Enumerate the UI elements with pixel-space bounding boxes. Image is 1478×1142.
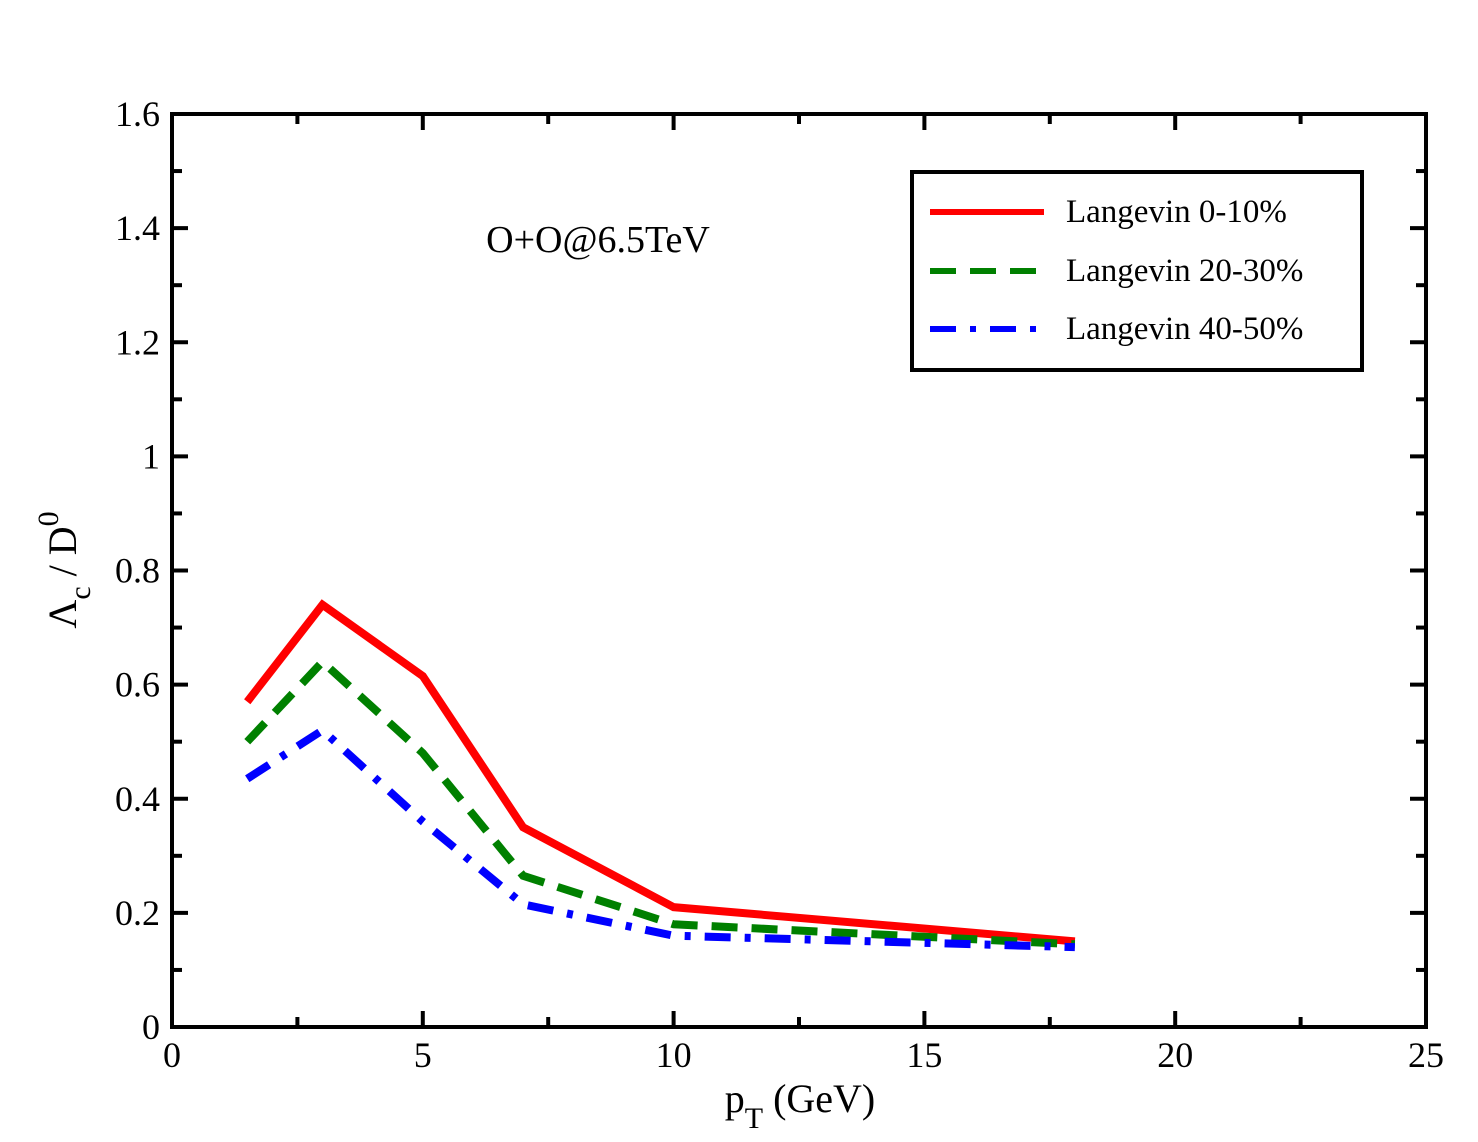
plot-frame [170,112,1428,1029]
y-tick-label: 1.6 [115,94,160,134]
x-axis-title-sub: T [745,1102,763,1135]
series-line-1 [244,656,1076,949]
y-tick-label: 1.2 [115,322,160,362]
legend: Langevin 0-10% Langevin 20-30% Langevin … [910,170,1364,372]
y-axis-title-d-sup: 0 [32,511,65,526]
series-line-0 [244,599,1076,946]
x-tick-label: 20 [1157,1035,1193,1075]
legend-label-2: Langevin 40-50% [1066,311,1303,347]
legend-label-1: Langevin 20-30% [1066,253,1303,289]
x-tick-label: 10 [656,1035,692,1075]
y-axis-title-slash: / D [40,526,85,586]
legend-label-0: Langevin 0-10% [1066,194,1287,230]
annotation-label: O+O@6.5TeV [486,219,710,261]
x-axis-title-main: p [725,1076,745,1121]
y-tick-label: 1.4 [115,208,160,248]
y-tick-labels: 0 0.2 0.4 0.6 0.8 1 1.2 1.4 1.6 [115,94,160,1047]
y-axis-title: Λc / D0 [32,511,97,628]
y-tick-label: 0.8 [115,551,160,591]
y-axis-title-lambda-sub: c [64,586,97,599]
y-tick-label: 0.6 [115,665,160,705]
x-tick-label: 25 [1408,1035,1444,1075]
x-axis-title-rest: (GeV) [763,1076,875,1121]
y-axis-title-lambda: Λ [40,600,85,629]
y-tick-label: 0.4 [115,779,160,819]
x-tick-label: 0 [163,1035,181,1075]
series-line-2 [245,725,1075,952]
y-tick-label: 0.2 [115,893,160,933]
x-tick-label: 5 [414,1035,432,1075]
x-tick-labels: 0 5 10 15 20 25 [163,1035,1444,1075]
series-layer [244,599,1076,952]
y-tick-label: 1 [142,436,160,476]
x-tick-label: 15 [906,1035,942,1075]
x-axis-title: pT (GeV) [725,1076,876,1135]
y-tick-label: 0 [142,1007,160,1047]
